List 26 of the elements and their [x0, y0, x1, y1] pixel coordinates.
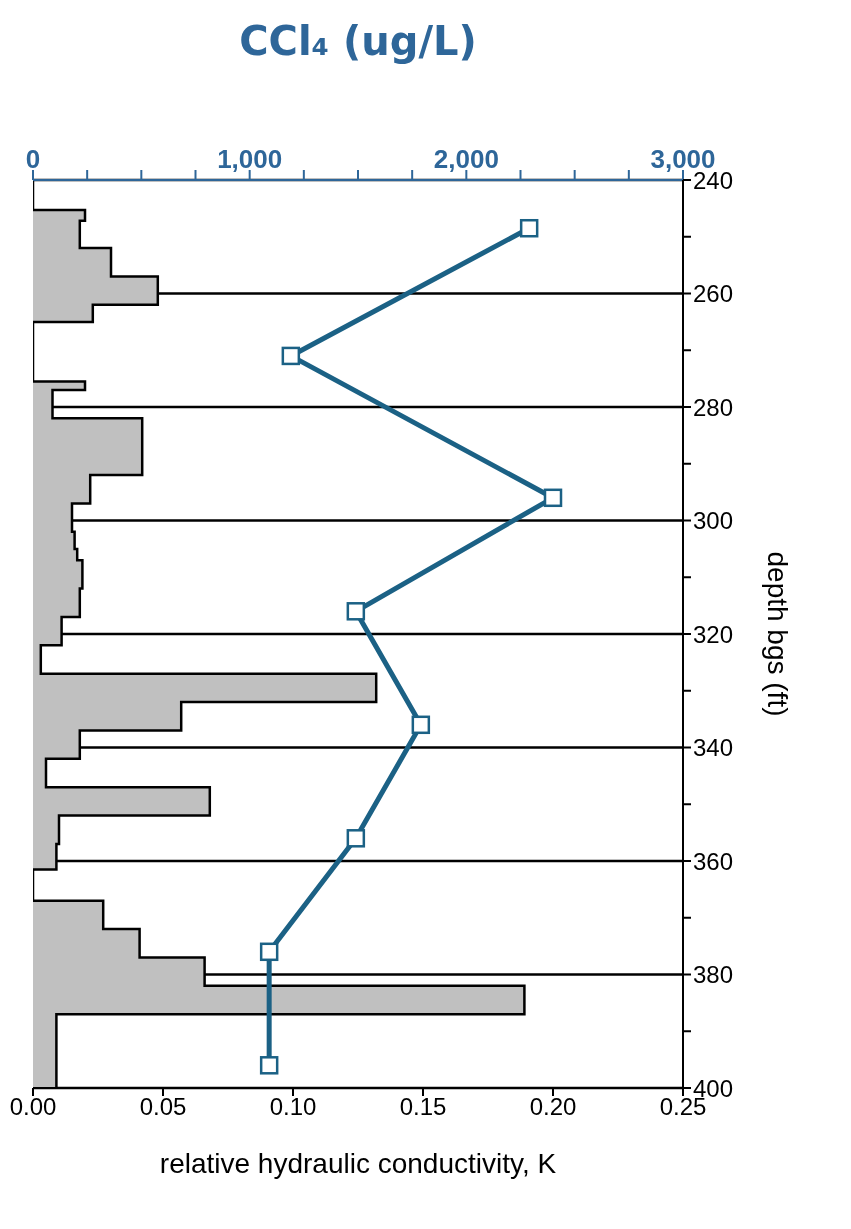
- point: [346, 602, 366, 621]
- x2-axis-title: CCl₄ (ug/L): [238, 18, 478, 64]
- y-tick-label: 360: [693, 847, 734, 875]
- x-tick-label: 0.10: [269, 1093, 317, 1121]
- y-axis-title: depth bgs (ft): [762, 551, 794, 717]
- point: [346, 829, 366, 848]
- x2-tick-label: 1,000: [217, 144, 283, 174]
- point: [411, 715, 431, 735]
- point: [259, 942, 279, 962]
- x2-tick-label: 2,000: [433, 144, 499, 174]
- y-tick-label: 300: [693, 507, 734, 535]
- x-tick-label: 0.05: [139, 1093, 187, 1121]
- x-axis-title: relative hydraulic conductivity, K: [159, 1148, 557, 1179]
- x-tick-label: 0.00: [9, 1093, 57, 1121]
- x-tick-label: 0.20: [529, 1093, 577, 1121]
- y-tick-label: 320: [693, 620, 734, 648]
- x-tick-label: 0.15: [399, 1093, 447, 1121]
- y-tick-label: 260: [693, 280, 734, 308]
- y-tick-label: 340: [693, 734, 734, 762]
- x2-tick-label: 0: [25, 144, 41, 174]
- y-tick-label: 280: [693, 393, 734, 421]
- y-tick-label: 380: [693, 961, 734, 989]
- point: [519, 218, 539, 238]
- point: [543, 488, 563, 508]
- point: [259, 1056, 279, 1075]
- point: [281, 346, 301, 366]
